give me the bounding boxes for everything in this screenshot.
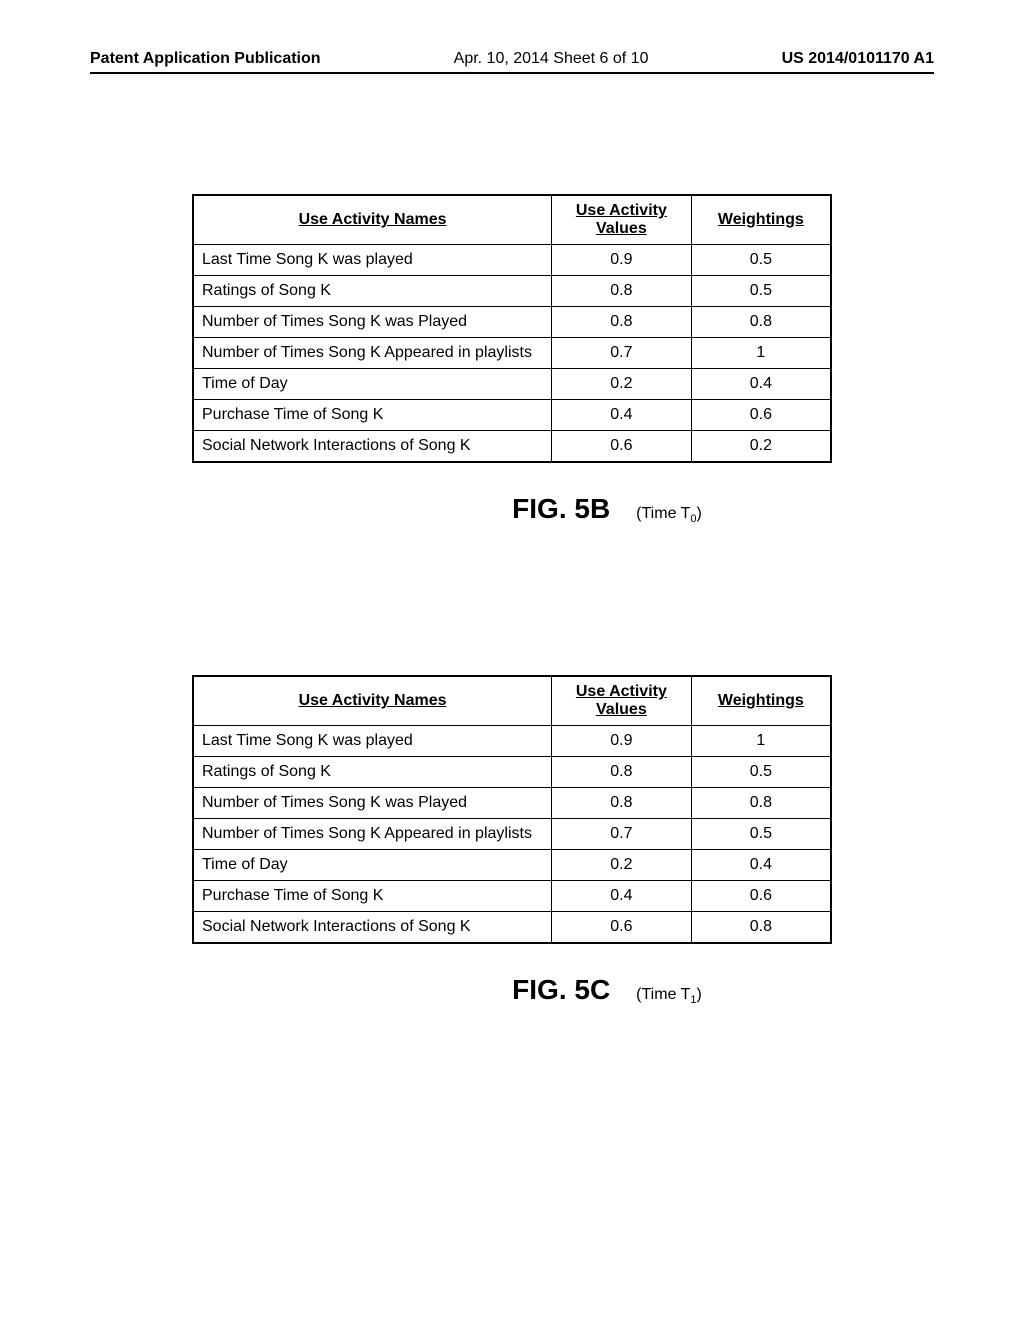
activity-value-cell: 0.6 <box>552 912 692 944</box>
col-header-names: Use Activity Names <box>193 195 552 245</box>
weighting-cell: 1 <box>691 726 831 757</box>
figure-5c-block: Use Activity Names Use Activity Values W… <box>90 675 934 1006</box>
col-header-weightings: Weightings <box>691 195 831 245</box>
table-row: Last Time Song K was played0.91 <box>193 726 831 757</box>
weighting-cell: 1 <box>691 338 831 369</box>
activity-value-cell: 0.8 <box>552 307 692 338</box>
activity-value-cell: 0.8 <box>552 788 692 819</box>
activity-value-cell: 0.7 <box>552 819 692 850</box>
activity-name-cell: Time of Day <box>193 369 552 400</box>
table-row: Last Time Song K was played0.90.5 <box>193 245 831 276</box>
table-5c: Use Activity Names Use Activity Values W… <box>192 675 832 944</box>
col-header-values: Use Activity Values <box>552 676 692 726</box>
activity-value-cell: 0.8 <box>552 757 692 788</box>
activity-name-cell: Number of Times Song K was Played <box>193 307 552 338</box>
header-left: Patent Application Publication <box>90 50 321 68</box>
weighting-cell: 0.5 <box>691 276 831 307</box>
table-row: Ratings of Song K0.80.5 <box>193 757 831 788</box>
activity-name-cell: Social Network Interactions of Song K <box>193 431 552 463</box>
activity-value-cell: 0.9 <box>552 726 692 757</box>
activity-name-cell: Social Network Interactions of Song K <box>193 912 552 944</box>
weighting-cell: 0.6 <box>691 881 831 912</box>
time-label-5c: (Time T1) <box>636 986 702 1006</box>
weighting-cell: 0.2 <box>691 431 831 463</box>
page-header: Patent Application Publication Apr. 10, … <box>90 50 934 74</box>
activity-name-cell: Ratings of Song K <box>193 276 552 307</box>
table-row: Number of Times Song K Appeared in playl… <box>193 338 831 369</box>
table-5b: Use Activity Names Use Activity Values W… <box>192 194 832 463</box>
weighting-cell: 0.4 <box>691 369 831 400</box>
activity-name-cell: Number of Times Song K Appeared in playl… <box>193 338 552 369</box>
table-row: Purchase Time of Song K0.40.6 <box>193 881 831 912</box>
caption-5c: FIG. 5C (Time T1) <box>192 974 832 1006</box>
time-label-5b: (Time T0) <box>636 505 702 525</box>
table-row: Time of Day0.20.4 <box>193 850 831 881</box>
patent-page: Patent Application Publication Apr. 10, … <box>0 0 1024 1320</box>
activity-name-cell: Time of Day <box>193 850 552 881</box>
activity-value-cell: 0.2 <box>552 850 692 881</box>
activity-name-cell: Ratings of Song K <box>193 757 552 788</box>
activity-name-cell: Number of Times Song K Appeared in playl… <box>193 819 552 850</box>
table-header-row: Use Activity Names Use Activity Values W… <box>193 676 831 726</box>
activity-value-cell: 0.4 <box>552 881 692 912</box>
activity-value-cell: 0.9 <box>552 245 692 276</box>
weighting-cell: 0.8 <box>691 307 831 338</box>
table-row: Ratings of Song K0.80.5 <box>193 276 831 307</box>
table-row: Time of Day0.20.4 <box>193 369 831 400</box>
col-header-values: Use Activity Values <box>552 195 692 245</box>
weighting-cell: 0.5 <box>691 819 831 850</box>
table-5c-body: Last Time Song K was played0.91Ratings o… <box>193 726 831 944</box>
table-row: Social Network Interactions of Song K0.6… <box>193 431 831 463</box>
weighting-cell: 0.4 <box>691 850 831 881</box>
table-row: Number of Times Song K was Played0.80.8 <box>193 307 831 338</box>
table-row: Social Network Interactions of Song K0.6… <box>193 912 831 944</box>
figure-5b-block: Use Activity Names Use Activity Values W… <box>90 194 934 525</box>
table-row: Number of Times Song K was Played0.80.8 <box>193 788 831 819</box>
activity-name-cell: Number of Times Song K was Played <box>193 788 552 819</box>
header-right: US 2014/0101170 A1 <box>782 50 934 68</box>
table-5b-body: Last Time Song K was played0.90.5Ratings… <box>193 245 831 463</box>
activity-name-cell: Last Time Song K was played <box>193 245 552 276</box>
activity-name-cell: Purchase Time of Song K <box>193 400 552 431</box>
weighting-cell: 0.5 <box>691 757 831 788</box>
activity-value-cell: 0.6 <box>552 431 692 463</box>
table-row: Purchase Time of Song K0.40.6 <box>193 400 831 431</box>
activity-name-cell: Last Time Song K was played <box>193 726 552 757</box>
activity-value-cell: 0.4 <box>552 400 692 431</box>
activity-value-cell: 0.8 <box>552 276 692 307</box>
fig-label-5b: FIG. 5B <box>512 493 610 525</box>
activity-value-cell: 0.7 <box>552 338 692 369</box>
caption-5b: FIG. 5B (Time T0) <box>192 493 832 525</box>
weighting-cell: 0.8 <box>691 788 831 819</box>
table-header-row: Use Activity Names Use Activity Values W… <box>193 195 831 245</box>
weighting-cell: 0.5 <box>691 245 831 276</box>
table-row: Number of Times Song K Appeared in playl… <box>193 819 831 850</box>
fig-label-5c: FIG. 5C <box>512 974 610 1006</box>
weighting-cell: 0.8 <box>691 912 831 944</box>
header-center: Apr. 10, 2014 Sheet 6 of 10 <box>454 50 649 68</box>
col-header-names: Use Activity Names <box>193 676 552 726</box>
activity-name-cell: Purchase Time of Song K <box>193 881 552 912</box>
activity-value-cell: 0.2 <box>552 369 692 400</box>
weighting-cell: 0.6 <box>691 400 831 431</box>
col-header-weightings: Weightings <box>691 676 831 726</box>
